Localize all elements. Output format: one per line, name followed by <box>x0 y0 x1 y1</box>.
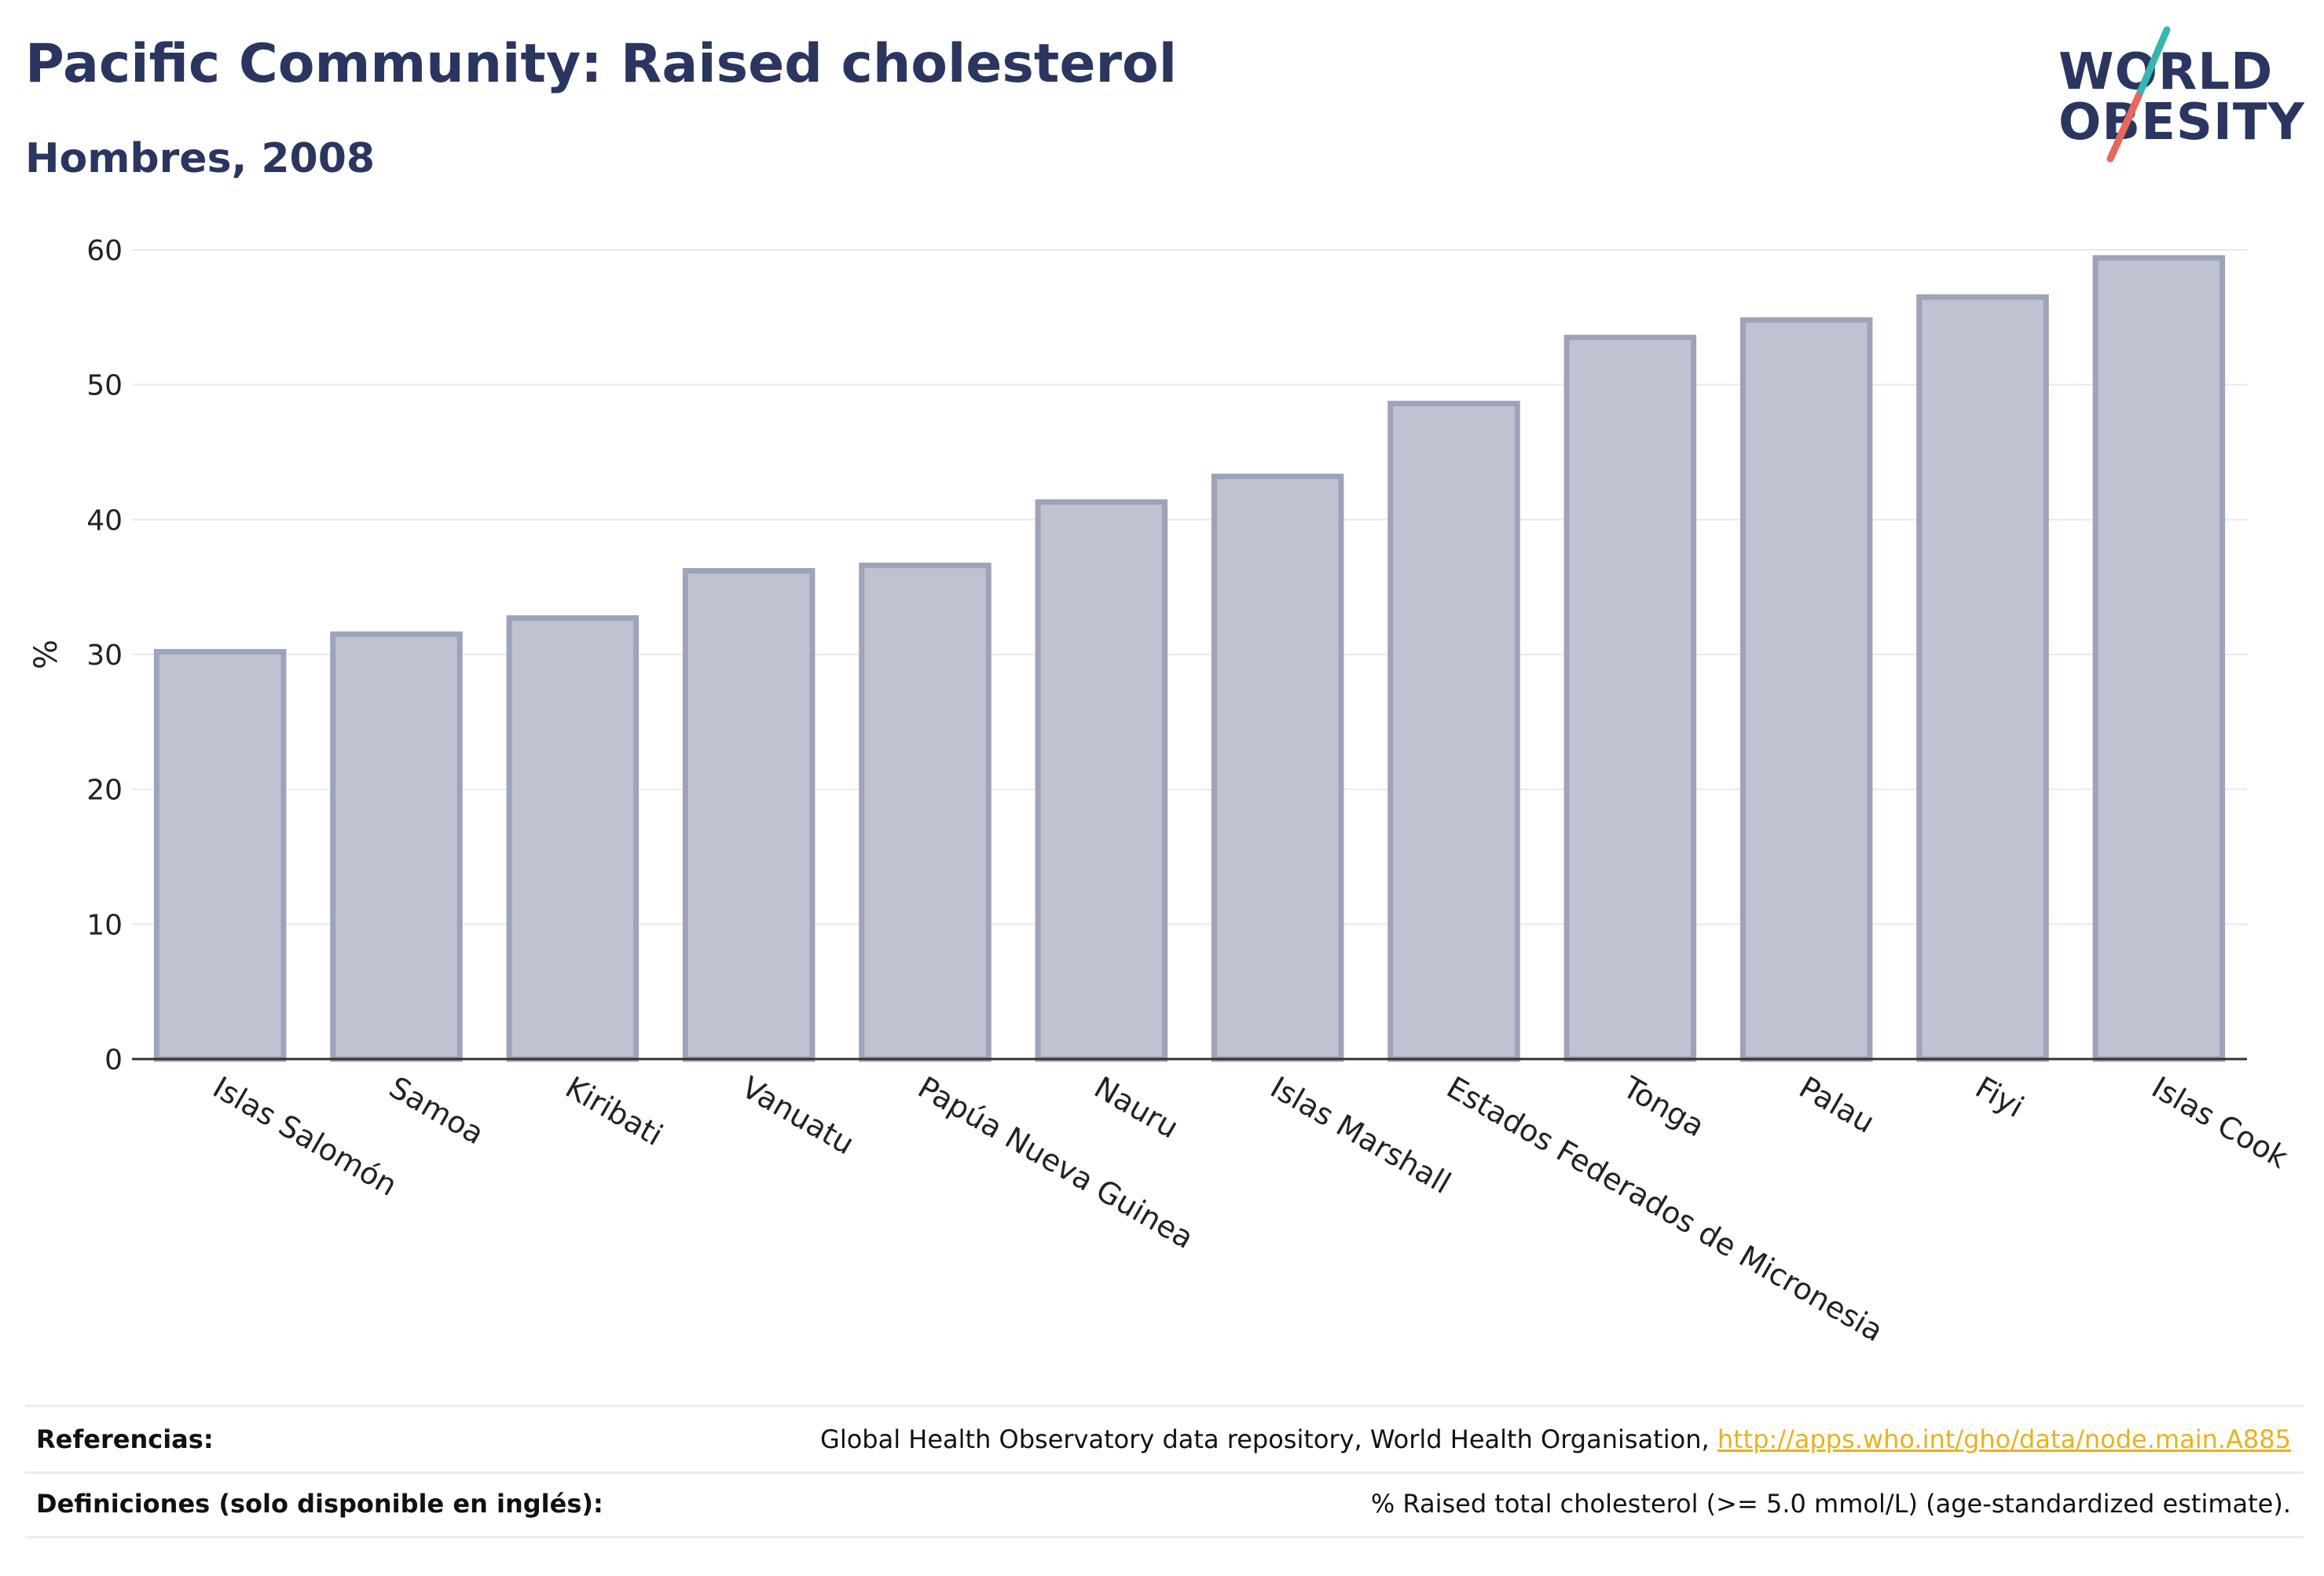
bar <box>682 568 816 1062</box>
references-value: Global Health Observatory data repositor… <box>820 1424 2291 1454</box>
definitions-row: Definiciones (solo disponible en inglés)… <box>25 1472 2304 1538</box>
x-tick-label: Islas Salomón <box>207 1070 403 1203</box>
world-obesity-logo: WORLD OBESITY <box>2043 24 2310 165</box>
y-tick-label: 20 <box>86 775 123 807</box>
logo-line-2: OBESITY <box>2058 93 2305 152</box>
y-tick-label: 60 <box>86 235 123 267</box>
x-tick-label: Papúa Nueva Guinea <box>912 1070 1200 1255</box>
definitions-value: % Raised total cholesterol (>= 5.0 mmol/… <box>1370 1489 2291 1519</box>
definitions-label: Definiciones (solo disponible en inglés)… <box>36 1489 603 1519</box>
references-label: Referencias: <box>36 1424 214 1454</box>
references-link[interactable]: http://apps.who.int/gho/data/node.main.A… <box>1717 1424 2291 1454</box>
bar <box>1739 317 1873 1062</box>
x-tick-label: Palau <box>1794 1070 1881 1140</box>
x-tick-label: Fiyi <box>1970 1070 2029 1124</box>
y-tick-label: 0 <box>104 1044 123 1076</box>
y-tick-label: 50 <box>86 370 123 402</box>
x-tick-label: Tonga <box>1616 1069 1710 1143</box>
x-tick-label: Nauru <box>1088 1070 1184 1145</box>
chart-title: Pacific Community: Raised cholesterol <box>25 33 1178 95</box>
y-tick-label: 10 <box>86 909 123 941</box>
references-row: Referencias: Global Health Observatory d… <box>25 1407 2304 1474</box>
x-tick-label: Islas Cook <box>2146 1070 2293 1175</box>
bar <box>1916 294 2049 1062</box>
x-tick-label: Samoa <box>383 1070 489 1152</box>
chart-subtitle: Hombres, 2008 <box>25 135 376 182</box>
footer: Referencias: Global Health Observatory d… <box>25 1405 2304 1538</box>
bar <box>859 563 992 1062</box>
logo-line-1: WORLD <box>2058 43 2274 101</box>
y-tick-label: 40 <box>86 504 123 537</box>
x-tick-label: Vanuatu <box>736 1070 860 1161</box>
x-tick-label: Kiribati <box>559 1070 669 1153</box>
references-text: Global Health Observatory data repositor… <box>820 1424 1717 1454</box>
bar <box>1211 473 1344 1062</box>
bar <box>1387 401 1520 1062</box>
y-axis-label: % <box>28 640 64 669</box>
y-tick-label: 30 <box>86 640 123 672</box>
bar <box>2092 255 2226 1062</box>
bar <box>1035 499 1168 1062</box>
bar <box>506 615 640 1062</box>
bar <box>1563 335 1697 1062</box>
bar <box>153 649 287 1062</box>
x-tick-label: Islas Marshall <box>1265 1070 1457 1200</box>
logo-slash-icon <box>2106 26 2171 163</box>
bar <box>330 631 463 1062</box>
